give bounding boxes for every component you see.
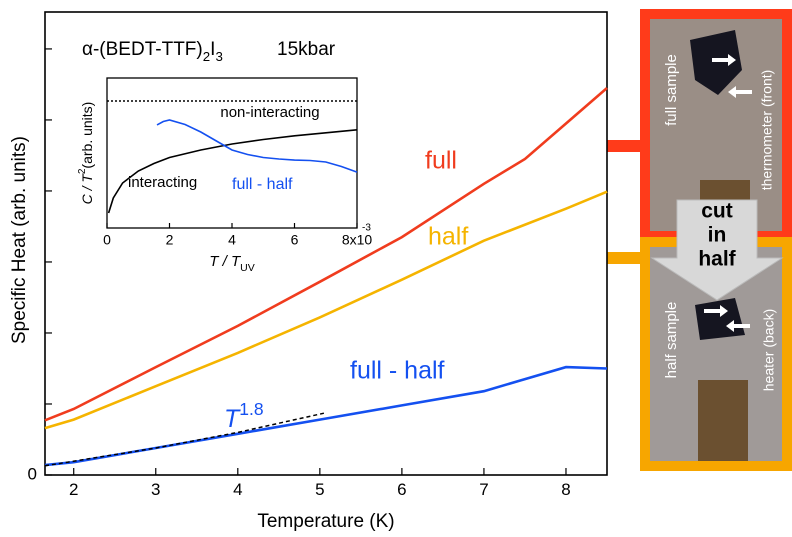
inset-y-label: C / T2(arb. units): [77, 102, 95, 205]
text-part: 1.8: [239, 399, 263, 419]
text-part: 3: [215, 49, 222, 64]
y-tick-label: 0: [28, 464, 37, 483]
x-tick-label: 3: [151, 480, 160, 499]
pointer: [704, 305, 728, 317]
series-label: full: [425, 147, 457, 175]
text-part: 2: [203, 49, 210, 64]
inset-x-label: T / TUV: [209, 253, 254, 274]
text-part: UV: [240, 262, 255, 274]
x-tick-label: 4: [228, 231, 236, 247]
series-label: full - half: [350, 357, 445, 385]
series-line: [156, 119, 358, 173]
x-tick-label: 8x10: [342, 231, 373, 247]
series-line: [107, 129, 358, 214]
photo-label: full sample: [663, 54, 680, 126]
x-tick-label: 2: [69, 480, 78, 499]
series-line: [44, 412, 325, 467]
sample-full: [690, 30, 742, 95]
cut-text: in: [708, 224, 727, 247]
y-axis-label: Specific Heat (arb. units): [9, 136, 30, 344]
text-part: 2: [77, 169, 88, 174]
x-tick-label: 5: [315, 480, 324, 499]
series-line: [44, 87, 608, 422]
text-part: I: [210, 39, 215, 60]
series-label: half: [428, 223, 468, 251]
series-line: [44, 190, 608, 430]
x-tick-label: 2: [166, 231, 174, 247]
x-tick-label: 0: [103, 231, 111, 247]
fit-label: T1.8: [224, 399, 264, 433]
series-label: interacting: [128, 174, 197, 191]
text-part: (arb. units): [79, 102, 95, 169]
pointer: [712, 54, 736, 66]
text-part: T: [224, 405, 241, 433]
photo-label: heater (back): [761, 309, 777, 391]
pointer: [728, 86, 752, 98]
chart-subtitle: 15kbar: [277, 39, 336, 60]
photo-label: thermometer (front): [759, 70, 775, 191]
plot-frame: [106, 77, 358, 229]
cut-text: half: [698, 248, 736, 271]
series-label: non-interacting: [220, 104, 319, 121]
cut-arrow: [650, 199, 784, 301]
x-tick-label: 6: [397, 480, 406, 499]
chart-title: α-(BEDT-TTF)2I3: [82, 39, 223, 64]
text-part: T / T: [209, 253, 242, 270]
photo-label: half sample: [663, 302, 680, 379]
cut-text: cut: [701, 200, 733, 223]
text-part: C / T: [79, 173, 95, 205]
x-tick-label: 7: [479, 480, 488, 499]
series-label: full - half: [232, 176, 293, 193]
x-axis-label: Temperature (K): [257, 511, 394, 532]
pointer: [726, 320, 750, 332]
x-tick-label: 6: [291, 231, 299, 247]
text-part: α-(BEDT-TTF): [82, 39, 203, 60]
x-tick-label: 8: [561, 480, 570, 499]
x-tick-label: 4: [233, 480, 242, 499]
x-exponent: -3: [362, 223, 371, 234]
holder-bottom: [698, 380, 748, 461]
